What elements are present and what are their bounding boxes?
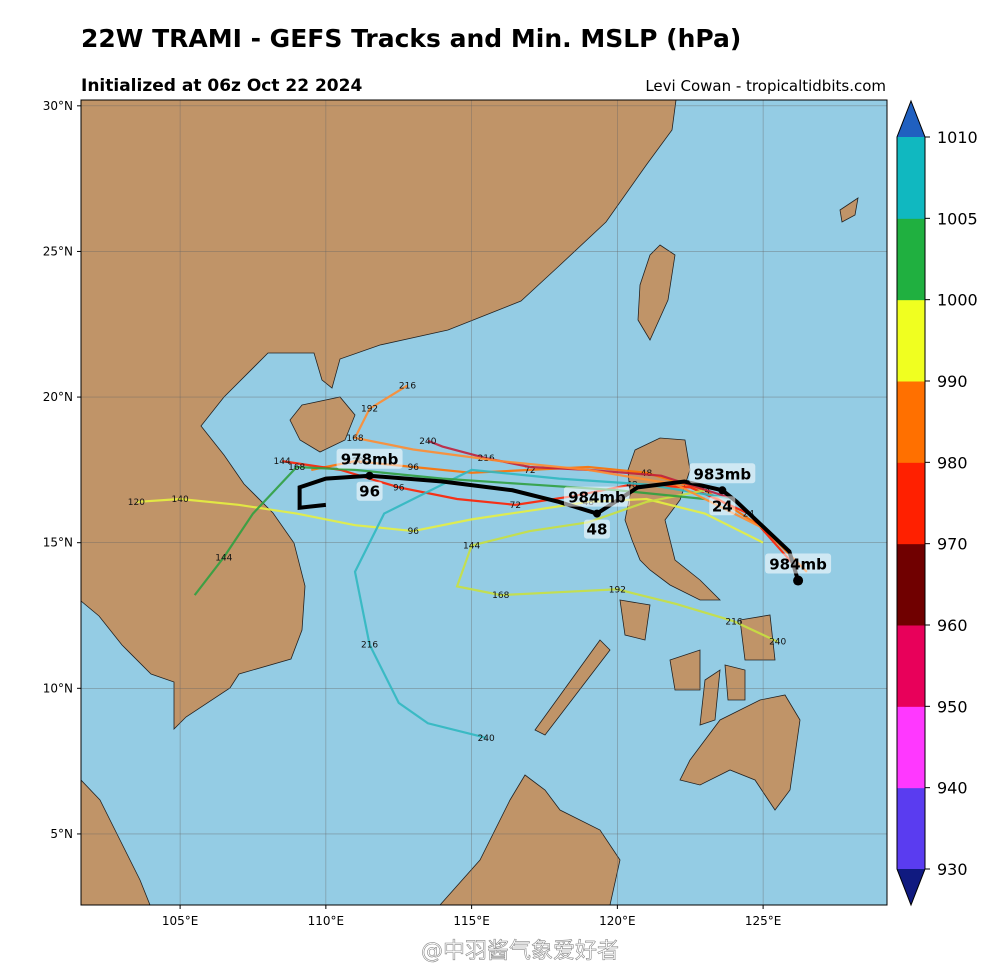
hour-label: 168 xyxy=(288,463,305,473)
hour-label: 72 xyxy=(524,466,535,476)
mean-point xyxy=(718,486,727,495)
colorbar-label: 940 xyxy=(937,779,968,798)
ensemble-track xyxy=(427,439,735,501)
hour-label: 168 xyxy=(492,591,509,601)
hour-label: 240 xyxy=(478,734,495,744)
subtitle: Initialized at 06z Oct 22 2024 xyxy=(81,76,362,96)
ensemble-track xyxy=(353,468,735,739)
colorbar-segment xyxy=(897,706,925,789)
land xyxy=(81,100,859,905)
hour-label-mean: 24 xyxy=(712,497,733,515)
y-tick-label: 25°N xyxy=(43,244,73,258)
hour-label: 96 xyxy=(408,463,420,473)
y-tick-label: 15°N xyxy=(43,536,73,550)
y-tick-label: 10°N xyxy=(43,681,73,695)
y-tick-label: 20°N xyxy=(43,390,73,404)
label-bg xyxy=(563,486,630,507)
colorbar-label: 1000 xyxy=(937,291,978,310)
hour-label: 168 xyxy=(346,434,363,444)
hour-label: 140 xyxy=(172,495,189,505)
ensemble-track xyxy=(353,384,764,530)
hour-label: 96 xyxy=(393,483,405,493)
hour-label: 48 xyxy=(626,480,638,490)
colorbar-label: 990 xyxy=(937,372,968,391)
y-tick-label: 5°N xyxy=(50,827,73,841)
label-bg xyxy=(356,481,383,501)
colorbar-label: 960 xyxy=(937,616,968,635)
hour-label: 240 xyxy=(419,437,436,447)
colorbar-segment xyxy=(897,137,925,219)
y-tick-label: 30°N xyxy=(43,99,73,113)
colorbar-label: 1005 xyxy=(937,209,978,228)
colorbar-segment xyxy=(897,381,925,463)
x-tick-label: 125°E xyxy=(745,914,782,928)
colorbar-segment xyxy=(897,625,925,707)
hour-label: 216 xyxy=(361,641,378,651)
colorbar-label: 1010 xyxy=(937,128,978,147)
colorbar-extend-bottom xyxy=(897,869,925,905)
pressure-label: 984mb xyxy=(769,556,827,574)
label-bg xyxy=(336,448,403,469)
hour-label-mean: 48 xyxy=(587,521,608,539)
mean-point xyxy=(365,471,374,480)
colorbar-segment xyxy=(897,787,925,870)
hour-label: 216 xyxy=(399,381,416,391)
pressure-label: 983mb xyxy=(693,465,751,483)
colorbar-segment xyxy=(897,218,925,301)
colorbar-label: 950 xyxy=(937,697,968,716)
x-tick-label: 120°E xyxy=(599,914,636,928)
map-frame xyxy=(80,99,888,906)
colorbar-segment xyxy=(897,543,925,626)
x-tick-label: 105°E xyxy=(162,914,199,928)
hour-label: 96 xyxy=(408,527,420,537)
ensemble-track xyxy=(136,497,764,544)
pressure-label: 984mb xyxy=(568,489,626,507)
hour-label: 192 xyxy=(361,405,378,415)
credit: Levi Cowan - tropicaltidbits.com xyxy=(645,77,886,95)
hour-label: 144 xyxy=(274,457,291,467)
hour-label: 144 xyxy=(463,542,480,552)
label-bg xyxy=(583,519,610,539)
colorbar-extend-top xyxy=(897,101,925,137)
colorbar-label: 930 xyxy=(937,860,968,879)
hour-label: 216 xyxy=(725,617,742,627)
colorbar-label: 980 xyxy=(937,453,968,472)
colorbar-segment xyxy=(897,299,925,382)
mean-point xyxy=(592,509,601,518)
colorbar-segment xyxy=(897,462,925,545)
x-tick-label: 110°E xyxy=(308,914,345,928)
ensemble-track xyxy=(455,489,779,643)
title: 22W TRAMI - GEFS Tracks and Min. MSLP (h… xyxy=(81,24,741,53)
label-bg xyxy=(765,553,832,574)
watermark: @中羽酱气象爱好者 xyxy=(421,939,619,964)
hour-label: 72 xyxy=(510,501,521,511)
hour-label-mean: 96 xyxy=(359,483,380,501)
label-bg xyxy=(689,463,756,484)
hour-label: 240 xyxy=(769,638,786,648)
x-tick-label: 115°E xyxy=(453,914,490,928)
hour-label: 120 xyxy=(128,498,145,508)
hour-label: 192 xyxy=(609,585,626,595)
mean-point xyxy=(793,575,804,586)
pressure-label: 978mb xyxy=(341,451,399,469)
colorbar-label: 970 xyxy=(937,535,968,554)
hour-label: 144 xyxy=(215,553,232,563)
label-bg xyxy=(709,496,736,516)
